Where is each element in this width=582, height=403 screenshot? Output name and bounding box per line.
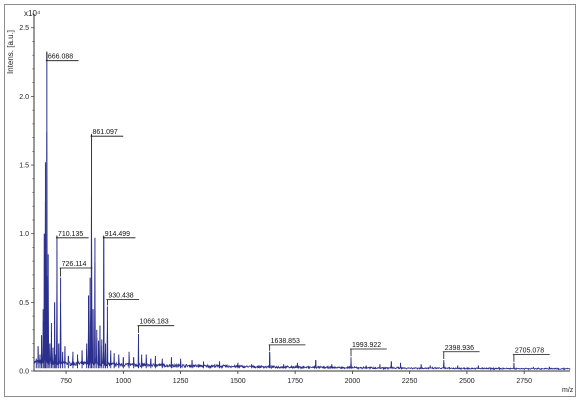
y-axis-scale-label: x10⁴ [24,9,41,18]
x-tick-label: 2250 [402,378,418,385]
spectrum-line [33,132,571,371]
x-axis-label: m/z [562,387,574,394]
peak-label: 2705.078 [515,348,544,355]
spectrum-trace [33,52,571,371]
x-tick-label: 2500 [459,378,475,385]
y-tick-label: 2.5 [19,25,29,32]
x-tick-label: 1500 [230,378,246,385]
x-tick-label: 1250 [173,378,189,385]
peak-labels: 666.088 710.135 726.114 861.097 914.499 930.4… [45,51,550,362]
peak-label: 666.088 [48,54,73,61]
peak-label: 930.438 [108,293,133,300]
y-tick-label: 1.0 [19,231,29,238]
y-tick-label: 2.0 [19,94,29,101]
peak-label: 710.135 [58,231,83,238]
peak-label: 1066.183 [139,319,168,326]
y-tick-label: 1.5 [19,163,29,170]
x-tick-label: 1750 [287,378,303,385]
y-tick-label: 0.0 [19,369,29,376]
y-axis-label: Intens. [a.u.] [6,30,15,74]
peak-label: 726.114 [62,261,87,268]
peak-label: 2398.936 [445,345,474,352]
peak-label: 861.097 [93,129,118,136]
x-tick-label: 2750 [516,378,532,385]
x-tick-label: 2000 [345,378,361,385]
y-tick-label: 0.5 [19,300,29,307]
axes: 750 1000 1250 1500 1750 2000 2250 2500 2750 0.0 0.… [19,13,570,385]
chart-frame [4,4,576,397]
x-tick-label: 1000 [116,378,132,385]
x-tick-label: 750 [60,378,72,385]
peak-label: 914.499 [105,231,130,238]
peak-label: 1638.853 [271,338,300,345]
peak-label: 1993.922 [352,342,381,349]
